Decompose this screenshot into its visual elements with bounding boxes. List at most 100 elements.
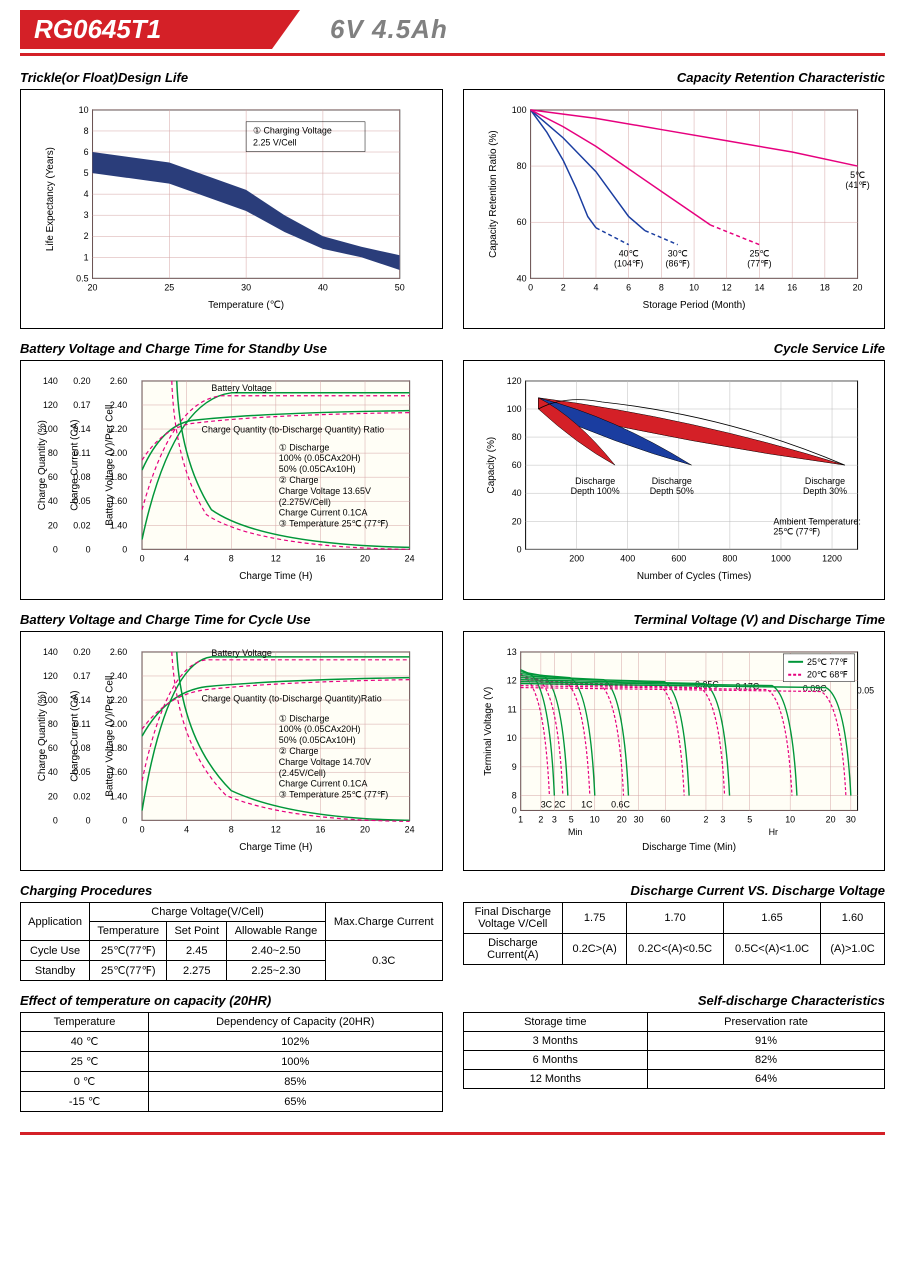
svg-text:60: 60 — [660, 814, 670, 824]
svg-text:Charge Quantity (to-Discharge: Charge Quantity (to-Discharge Quantity)R… — [202, 693, 382, 703]
svg-text:0: 0 — [53, 815, 58, 825]
svg-text:3: 3 — [551, 814, 556, 824]
tempcap-table: TemperatureDependency of Capacity (20HR)… — [20, 1012, 443, 1112]
svg-text:Terminal Voltage (V): Terminal Voltage (V) — [482, 687, 493, 776]
svg-text:20: 20 — [616, 814, 626, 824]
svg-text:1C: 1C — [581, 799, 593, 809]
svg-text:Discharge: Discharge — [804, 476, 844, 486]
svg-text:24: 24 — [405, 824, 415, 834]
svg-text:12: 12 — [271, 553, 281, 563]
standby-chart: 02040608010012014000.020.050.080.110.140… — [31, 371, 432, 589]
svg-text:50: 50 — [395, 282, 405, 292]
svg-text:Battery Voltage: Battery Voltage — [211, 383, 271, 393]
selfdis-table: Storage timePreservation rate 3 Months91… — [463, 1012, 886, 1089]
svg-text:9: 9 — [511, 762, 516, 772]
cyclecharge-chart: 02040608010012014000.020.050.080.110.140… — [31, 642, 432, 860]
svg-text:0.20: 0.20 — [73, 647, 90, 657]
model-banner: RG0645T1 — [20, 10, 300, 49]
svg-text:0.02: 0.02 — [73, 791, 90, 801]
discharge-chart: 08910111213123510203060235102030 3C2C1C0… — [474, 642, 875, 860]
svg-text:60: 60 — [48, 472, 58, 482]
selfdis-title: Self-discharge Characteristics — [463, 993, 886, 1008]
svg-text:40: 40 — [318, 282, 328, 292]
svg-text:Charge Current (CA): Charge Current (CA) — [70, 420, 81, 511]
svg-text:③ Temperature 25℃ (77℉): ③ Temperature 25℃ (77℉) — [279, 519, 389, 529]
svg-text:6: 6 — [626, 282, 631, 292]
svg-text:600: 600 — [671, 553, 686, 563]
svg-text:18: 18 — [819, 282, 829, 292]
charging-table: Application Charge Voltage(V/Cell) Max.C… — [20, 902, 443, 981]
svg-text:8: 8 — [229, 553, 234, 563]
footer-divider — [20, 1132, 885, 1135]
svg-text:2: 2 — [703, 814, 708, 824]
svg-text:0: 0 — [528, 282, 533, 292]
svg-text:20: 20 — [825, 814, 835, 824]
svg-text:25: 25 — [164, 282, 174, 292]
svg-text:(2.45V/Cell): (2.45V/Cell) — [279, 768, 326, 778]
svg-text:25℃: 25℃ — [749, 249, 769, 259]
svg-text:Battery Voltage (V)/Per Cell: Battery Voltage (V)/Per Cell — [104, 676, 115, 797]
svg-text:24: 24 — [405, 553, 415, 563]
svg-text:Charge Voltage 14.70V: Charge Voltage 14.70V — [279, 757, 371, 767]
cyclelife-title: Cycle Service Life — [463, 341, 886, 356]
svg-text:Temperature (℃): Temperature (℃) — [208, 300, 284, 311]
svg-text:Discharge: Discharge — [575, 476, 615, 486]
svg-text:20: 20 — [852, 282, 862, 292]
svg-text:0: 0 — [86, 544, 91, 554]
header: RG0645T1 6V 4.5Ah — [20, 10, 885, 49]
selfdis-table-wrap: Self-discharge Characteristics Storage t… — [463, 993, 886, 1112]
svg-text:2.60: 2.60 — [110, 647, 127, 657]
svg-text:1: 1 — [84, 252, 89, 262]
cyclelife-chart: 02040608010012020040060080010001200 Disc… — [474, 371, 875, 589]
svg-text:30: 30 — [241, 282, 251, 292]
svg-text:8: 8 — [511, 791, 516, 801]
svg-text:80: 80 — [511, 432, 521, 442]
svg-text:Number of Cycles (Times): Number of Cycles (Times) — [636, 571, 751, 582]
svg-text:3: 3 — [84, 210, 89, 220]
svg-text:Hr: Hr — [768, 827, 777, 837]
panel-discharge: Terminal Voltage (V) and Discharge Time … — [463, 612, 886, 871]
svg-text:0.05C: 0.05C — [856, 686, 874, 696]
svg-text:1000: 1000 — [771, 553, 791, 563]
svg-text:40: 40 — [511, 488, 521, 498]
svg-text:30℃: 30℃ — [667, 249, 687, 259]
svg-text:(41℉): (41℉) — [845, 180, 869, 190]
svg-text:20: 20 — [88, 282, 98, 292]
discharge-title: Terminal Voltage (V) and Discharge Time — [463, 612, 886, 627]
tempcap-title: Effect of temperature on capacity (20HR) — [20, 993, 443, 1008]
trickle-title: Trickle(or Float)Design Life — [20, 70, 443, 85]
svg-text:16: 16 — [315, 553, 325, 563]
svg-text:8: 8 — [658, 282, 663, 292]
svg-text:0: 0 — [86, 815, 91, 825]
svg-text:14: 14 — [754, 282, 764, 292]
svg-text:1200: 1200 — [822, 553, 842, 563]
svg-text:140: 140 — [43, 647, 58, 657]
svg-text:11: 11 — [507, 704, 516, 714]
svg-text:Storage Period (Month): Storage Period (Month) — [642, 300, 745, 311]
svg-text:Charge Current (CA): Charge Current (CA) — [70, 691, 81, 782]
svg-text:60: 60 — [511, 460, 521, 470]
svg-text:800: 800 — [722, 553, 737, 563]
svg-text:Min: Min — [567, 827, 581, 837]
svg-text:30: 30 — [845, 814, 855, 824]
svg-text:0.6C: 0.6C — [611, 799, 630, 809]
svg-text:80: 80 — [48, 719, 58, 729]
panel-standby: Battery Voltage and Charge Time for Stan… — [20, 341, 443, 600]
svg-text:0.02: 0.02 — [73, 520, 90, 530]
svg-text:10: 10 — [689, 282, 699, 292]
svg-text:③ Temperature 25℃ (77℉): ③ Temperature 25℃ (77℉) — [279, 790, 389, 800]
svg-text:Battery Voltage (V)/Per Cell: Battery Voltage (V)/Per Cell — [104, 405, 115, 526]
svg-text:400: 400 — [620, 553, 635, 563]
svg-text:140: 140 — [43, 376, 58, 386]
svg-text:10: 10 — [589, 814, 599, 824]
svg-text:12: 12 — [721, 282, 731, 292]
svg-text:120: 120 — [43, 400, 58, 410]
header-divider — [20, 53, 885, 56]
svg-text:10: 10 — [79, 105, 89, 115]
svg-text:Charge Time (H): Charge Time (H) — [239, 842, 312, 853]
svg-text:16: 16 — [787, 282, 797, 292]
svg-text:Discharge: Discharge — [651, 476, 691, 486]
svg-text:Charge Quantity (%): Charge Quantity (%) — [37, 691, 48, 781]
svg-text:120: 120 — [506, 376, 521, 386]
standby-title: Battery Voltage and Charge Time for Stan… — [20, 341, 443, 356]
